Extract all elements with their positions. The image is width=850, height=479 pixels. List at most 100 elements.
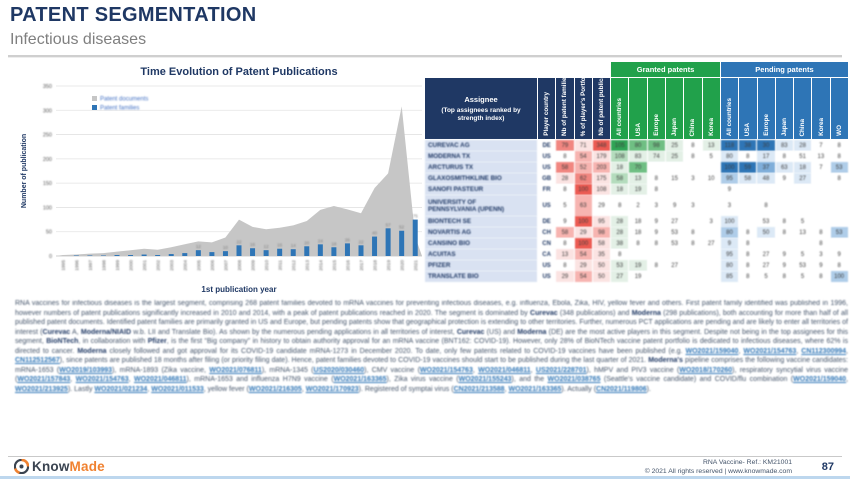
patent-link[interactable]: WO2021/076811 bbox=[209, 366, 262, 374]
body-text: RNA vaccines for infectious diseases is … bbox=[15, 300, 848, 317]
bar-value-label: 22 bbox=[358, 239, 364, 244]
value-cell bbox=[830, 195, 849, 216]
footer-copyright: © 2021 All rights reserved | www.knowmad… bbox=[644, 468, 792, 475]
column-header-europe: Europe bbox=[647, 78, 667, 140]
patent-families-bar bbox=[290, 249, 296, 256]
value-cell: 27 bbox=[793, 173, 813, 184]
patent-link[interactable]: WO2021/155243 bbox=[458, 376, 512, 384]
value-cell: 100 bbox=[574, 184, 593, 195]
patent-link[interactable]: WO2021/154763 bbox=[743, 347, 797, 355]
value-cell: 71 bbox=[574, 140, 593, 151]
patent-link[interactable]: WO2021/163365 bbox=[333, 376, 387, 384]
patent-link[interactable]: US2020/030460 bbox=[313, 366, 365, 374]
patent-families-bar bbox=[277, 248, 283, 256]
value-cell: 27 bbox=[702, 238, 721, 249]
knowmade-logo-icon bbox=[14, 459, 29, 474]
value-cell: 8 bbox=[684, 151, 703, 162]
bar-value-label: 52 bbox=[399, 225, 405, 230]
legend-swatch bbox=[92, 105, 97, 110]
patent-link[interactable]: US2021/228701 bbox=[535, 366, 587, 374]
value-cell: 3 bbox=[702, 216, 721, 227]
patent-link[interactable]: CN112512567 bbox=[15, 357, 60, 365]
patent-link[interactable]: WO2021/038765 bbox=[547, 376, 601, 384]
patent-link[interactable]: WO2021/216305 bbox=[248, 385, 302, 393]
x-tick-label: 2012 bbox=[291, 260, 297, 271]
table-row: UNIVERSITY OF PENNSYLVANIA (UPENN) US 5 63 29… bbox=[425, 195, 849, 217]
patent-link[interactable]: WO2018/170260 bbox=[679, 366, 733, 374]
body-text: , bbox=[846, 376, 848, 384]
value-cell: 27 bbox=[757, 260, 776, 271]
patent-link[interactable]: WO2021/159040 bbox=[685, 347, 739, 355]
patent-link[interactable]: WO2021/163365 bbox=[508, 385, 562, 393]
value-cell: 53 bbox=[611, 260, 630, 271]
value-cell: 9 bbox=[720, 238, 740, 249]
patent-link[interactable]: WO2021/157843 bbox=[17, 376, 71, 384]
bar-value-label: 24 bbox=[318, 238, 324, 243]
patent-link[interactable]: WO2021/046811 bbox=[134, 376, 187, 384]
patent-link[interactable]: WO2019/103993 bbox=[59, 366, 113, 374]
value-cell: 29 bbox=[592, 195, 612, 216]
value-cell: 15 bbox=[665, 173, 685, 184]
bar-value-label: 10 bbox=[223, 245, 229, 250]
patent-link[interactable]: WO2021/046811 bbox=[478, 366, 531, 374]
patent-link[interactable]: WO2021/159040 bbox=[793, 376, 847, 384]
body-text: , in collaboration with bbox=[78, 338, 148, 346]
value-cell: 9 bbox=[830, 249, 849, 260]
bar-value-label: 57 bbox=[386, 222, 392, 227]
patent-families-bar bbox=[317, 244, 323, 256]
value-cell: 5 bbox=[757, 271, 776, 282]
player-country-cell: US bbox=[538, 151, 557, 162]
value-cell: 203 bbox=[592, 162, 612, 173]
value-cell: 8 bbox=[647, 184, 666, 195]
bar-value-label: 75 bbox=[413, 214, 419, 219]
value-cell: 85 bbox=[720, 271, 740, 282]
value-cell: 54 bbox=[574, 151, 593, 162]
table-row: NOVARTIS AG CH 58 29 98 28 18 9 53 8 80 8 50 8 13 8 53 bbox=[425, 227, 849, 239]
value-cell: 8 bbox=[775, 227, 794, 238]
body-text: ). Actually ( bbox=[561, 385, 597, 393]
value-cell: 18 bbox=[629, 216, 648, 227]
value-cell: 59 bbox=[739, 162, 758, 173]
value-cell: 9 bbox=[812, 260, 831, 271]
value-cell: 8 bbox=[775, 271, 794, 282]
value-cell: 100 bbox=[830, 271, 849, 282]
value-cell bbox=[684, 249, 703, 260]
page-number: 87 bbox=[821, 461, 834, 473]
patent-link[interactable]: CN2021/213588 bbox=[453, 385, 505, 393]
value-cell: 53 bbox=[793, 260, 813, 271]
value-cell bbox=[830, 238, 849, 249]
patent-link[interactable]: CN112300994 bbox=[801, 347, 847, 355]
patent-link[interactable]: WO2021/154763 bbox=[419, 366, 473, 374]
patent-link[interactable]: WO2021/021234 bbox=[94, 385, 148, 393]
body-text: A, bbox=[70, 328, 81, 336]
patent-link[interactable]: WO2021/213925 bbox=[15, 385, 68, 393]
x-tick-label: 2017 bbox=[359, 260, 365, 271]
assignee-name: NOVARTIS AG bbox=[425, 227, 538, 238]
value-cell bbox=[812, 216, 831, 227]
patent-link[interactable]: CN2021/119806 bbox=[596, 385, 647, 393]
x-tick-label: 2015 bbox=[332, 260, 338, 271]
company-name: Moderna bbox=[631, 309, 661, 317]
assignee-name: UNIVERSITY OF PENNSYLVANIA (UPENN) bbox=[425, 195, 538, 216]
x-tick-label: 2011 bbox=[278, 260, 284, 271]
value-cell: 8 bbox=[739, 238, 758, 249]
column-header-nb-of-patent-publications: Nb of patent publications bbox=[592, 60, 612, 140]
patent-link[interactable]: WO2021/170923 bbox=[305, 385, 359, 393]
patent-link[interactable]: WO2021/011533 bbox=[151, 385, 204, 393]
value-cell bbox=[739, 216, 758, 227]
body-text: ). bbox=[646, 385, 651, 393]
column-header-china: China bbox=[794, 78, 813, 140]
value-cell: 37 bbox=[757, 162, 776, 173]
body-text: (US) and bbox=[484, 328, 518, 336]
company-name: BioNTech bbox=[46, 338, 79, 346]
value-cell: 8 bbox=[647, 260, 666, 271]
patent-link[interactable]: WO2021/154763 bbox=[75, 376, 129, 384]
value-cell: 8 bbox=[647, 238, 666, 249]
value-cell: 29 bbox=[574, 260, 593, 271]
value-cell: 9 bbox=[775, 260, 794, 271]
value-cell: 8 bbox=[629, 238, 648, 249]
value-cell: 5 bbox=[702, 151, 721, 162]
player-country-cell: GB bbox=[538, 173, 557, 184]
value-cell: 25 bbox=[665, 140, 685, 151]
table-row: ARCTURUS TX US 58 52 203 18 70 100 59 37 63 18 7 53 bbox=[425, 162, 849, 174]
